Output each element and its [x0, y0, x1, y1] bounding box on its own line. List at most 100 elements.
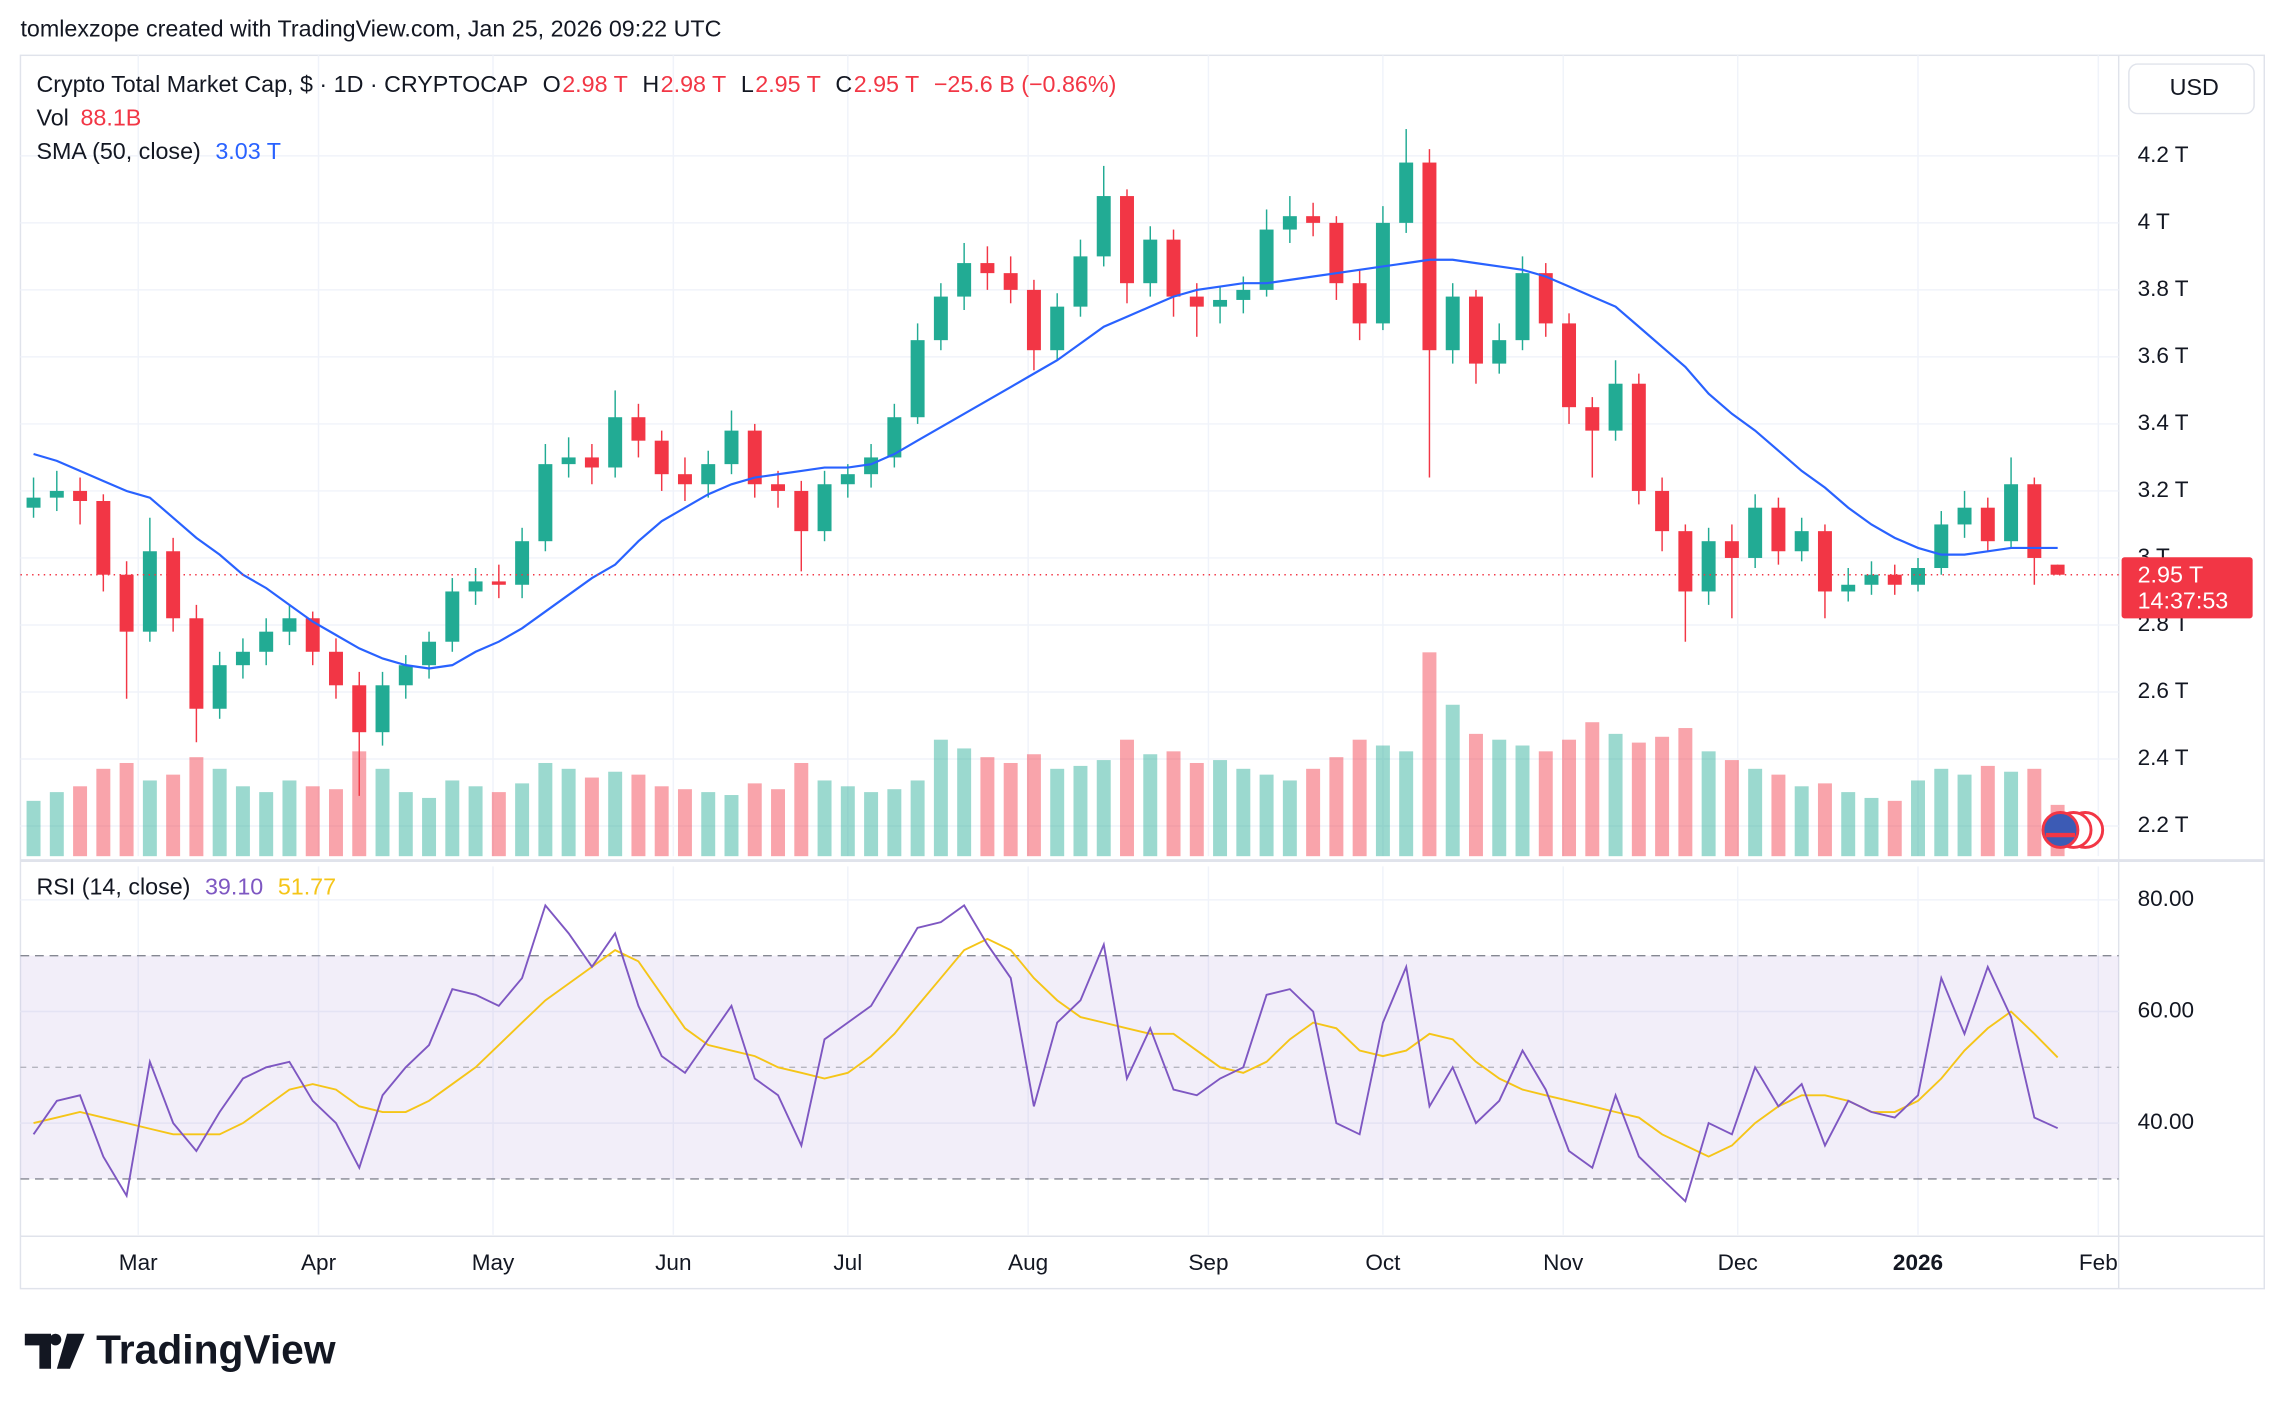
volume-bar [1515, 745, 1530, 857]
volume-bar [1492, 739, 1507, 857]
volume-bar [398, 792, 413, 857]
candle-body [212, 665, 227, 709]
chart-frame [19, 54, 2266, 1290]
volume-bar [1189, 762, 1204, 857]
candle-body [887, 417, 902, 458]
volume-bar [1585, 722, 1600, 857]
candle-body [538, 464, 553, 542]
candle-body [422, 641, 437, 666]
grid: Mar Apr May Jun Jul Aug Sep Oct Nov Dec 2026 Feb 2.2… [20, 55, 2194, 1275]
candle-body [1329, 222, 1344, 284]
x-tick-label: Mar [119, 1250, 158, 1275]
candle-body [1166, 239, 1181, 297]
volume-bar [1538, 751, 1553, 857]
volume-bar [631, 774, 646, 857]
volume-bar [375, 768, 390, 857]
candle-body [1143, 239, 1158, 284]
candle-body [631, 417, 646, 441]
currency[interactable]: USD [2170, 74, 2219, 100]
chart-title: Crypto Total Market Cap, $ · 1D · CRYPTO… [36, 71, 528, 97]
candle-body [2050, 564, 2065, 575]
x-tick-label: Jul [833, 1250, 862, 1275]
x-tick-label: Dec [1718, 1250, 1758, 1275]
candle-body [724, 430, 739, 465]
candle-body [166, 551, 181, 619]
volume-bar [701, 792, 716, 857]
candle-body [1003, 273, 1018, 290]
x-tick-label: May [472, 1250, 515, 1275]
logo-text: TradingView [96, 1326, 336, 1372]
volume-bar [840, 786, 855, 857]
volume-bar [1934, 768, 1949, 857]
candle-body [1911, 568, 1925, 585]
volume-bar [491, 792, 506, 857]
candle-body [1841, 584, 1856, 592]
legend: Crypto Total Market Cap, $ · 1D · CRYPTO… [36, 71, 1116, 899]
flag-stripe [2045, 832, 2075, 838]
volume-bar [1050, 768, 1065, 857]
candle-body [1515, 273, 1530, 341]
volume-bar [1166, 751, 1181, 857]
candle-body [119, 574, 134, 632]
candle-body [235, 651, 250, 666]
ohlc-value: 2.98 T [562, 71, 628, 97]
volume-bar [1003, 762, 1018, 857]
candle-body [1631, 383, 1646, 491]
volume-bar [538, 762, 553, 857]
flag-icon[interactable] [2041, 811, 2080, 849]
candle-body [1096, 196, 1111, 257]
candle-body [1399, 162, 1414, 223]
volume-bar [747, 783, 762, 857]
candle-body [1934, 524, 1949, 569]
y-tick-label: 3.2 T [2138, 477, 2189, 502]
x-tick-label: Nov [1543, 1250, 1584, 1275]
candle-body [910, 340, 925, 418]
sma-line [33, 258, 2058, 670]
ohlc-key: C [835, 71, 852, 97]
volume-bar [142, 780, 157, 857]
volume-bar [817, 780, 832, 857]
logo: TradingView [24, 1326, 336, 1372]
ohlc-value: 2.95 T [854, 71, 920, 97]
candle-body [1864, 574, 1879, 585]
last-price-label: 2.95 T [2138, 561, 2204, 587]
candle-body [1608, 383, 1623, 431]
candle-body [73, 490, 88, 501]
volume-bar [980, 757, 995, 857]
volume-bar [910, 780, 925, 857]
candle-body [933, 296, 948, 341]
candle-body [1352, 283, 1367, 324]
y-tick-label: 3.4 T [2138, 410, 2189, 435]
candle-body [608, 417, 623, 468]
volume-bar [1794, 786, 1809, 857]
y-tick-label: 3.8 T [2138, 276, 2189, 301]
rsi-value: 39.10 [205, 873, 263, 899]
ohlc-value: 2.98 T [661, 71, 727, 97]
y-tick-label: 4 T [2138, 209, 2170, 234]
volume-bar [1911, 780, 1925, 857]
volume-bar [468, 786, 483, 857]
rsi-ma-value: 51.77 [278, 873, 336, 899]
candle-body [445, 591, 460, 642]
event-flags[interactable] [2041, 811, 2105, 849]
candle-body [677, 474, 692, 485]
volume-bar [1329, 757, 1344, 857]
volume-bar [189, 757, 204, 857]
candle-body [1538, 273, 1553, 324]
volume-bar [282, 780, 297, 857]
candle-body [2004, 484, 2019, 542]
volume-bar [445, 780, 460, 857]
volume-bar [1841, 792, 1856, 857]
currency-button[interactable] [2128, 63, 2255, 115]
volume-bar [1399, 751, 1414, 857]
candle-body [1562, 323, 1577, 408]
ohlc-value: 2.95 T [755, 71, 821, 97]
rsi-ma-line [33, 937, 2059, 1158]
candle-body [1050, 306, 1065, 351]
sma-value: 3.03 T [215, 138, 281, 164]
rsi-pane [20, 903, 2119, 1204]
volume-bar [1352, 739, 1367, 857]
candle-body [282, 618, 297, 632]
x-tick-label: Apr [301, 1250, 337, 1275]
